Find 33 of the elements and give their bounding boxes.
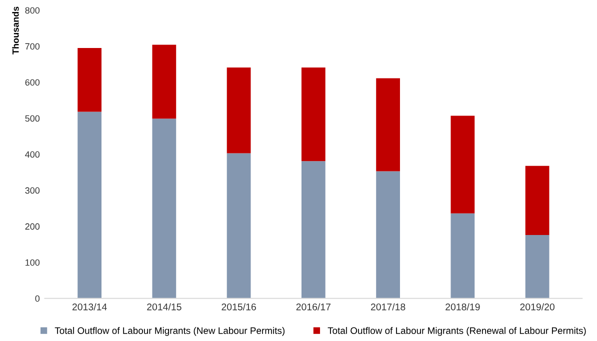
y-tick-label: 400 bbox=[25, 151, 40, 158]
bar bbox=[78, 48, 102, 112]
y-tick-label: 100 bbox=[26, 259, 40, 266]
x-tick-label: 2019/20 bbox=[520, 303, 554, 310]
bar bbox=[152, 44, 176, 119]
x-tick-label: 2014/15 bbox=[147, 303, 182, 310]
x-tick-label: 2016/17 bbox=[296, 303, 331, 310]
x-tick-label: 2018/19 bbox=[446, 303, 480, 310]
bar bbox=[152, 118, 176, 298]
y-tick-label: 800 bbox=[25, 7, 40, 14]
bar bbox=[376, 171, 400, 298]
bar bbox=[450, 116, 475, 214]
y-tick-label: 600 bbox=[25, 79, 40, 86]
x-tick-label: 2017/18 bbox=[370, 303, 406, 310]
bar bbox=[301, 161, 326, 298]
y-tick-label: 700 bbox=[25, 43, 40, 50]
bar bbox=[525, 166, 550, 235]
y-tick-label: 300 bbox=[25, 187, 40, 194]
bar bbox=[376, 78, 400, 172]
y-tick-label: 0 bbox=[35, 295, 40, 302]
bar bbox=[525, 234, 550, 298]
bar bbox=[78, 112, 102, 298]
y-axis-title: Thousands bbox=[12, 6, 19, 54]
legend-label: Total Outflow of Labour Migrants (New Labour Permits) bbox=[54, 327, 285, 336]
x-tick-label: 2013/14 bbox=[72, 303, 107, 310]
x-tick-label: 2015/16 bbox=[222, 303, 256, 310]
bar bbox=[226, 68, 251, 154]
y-tick-label: 200 bbox=[25, 223, 40, 230]
bar bbox=[450, 213, 475, 298]
bar bbox=[226, 153, 251, 298]
bar bbox=[301, 68, 326, 162]
legend-label: Total Outflow of Labour Migrants (Renewal of Labour Permits) bbox=[328, 327, 586, 336]
y-tick-label: 500 bbox=[25, 115, 40, 122]
